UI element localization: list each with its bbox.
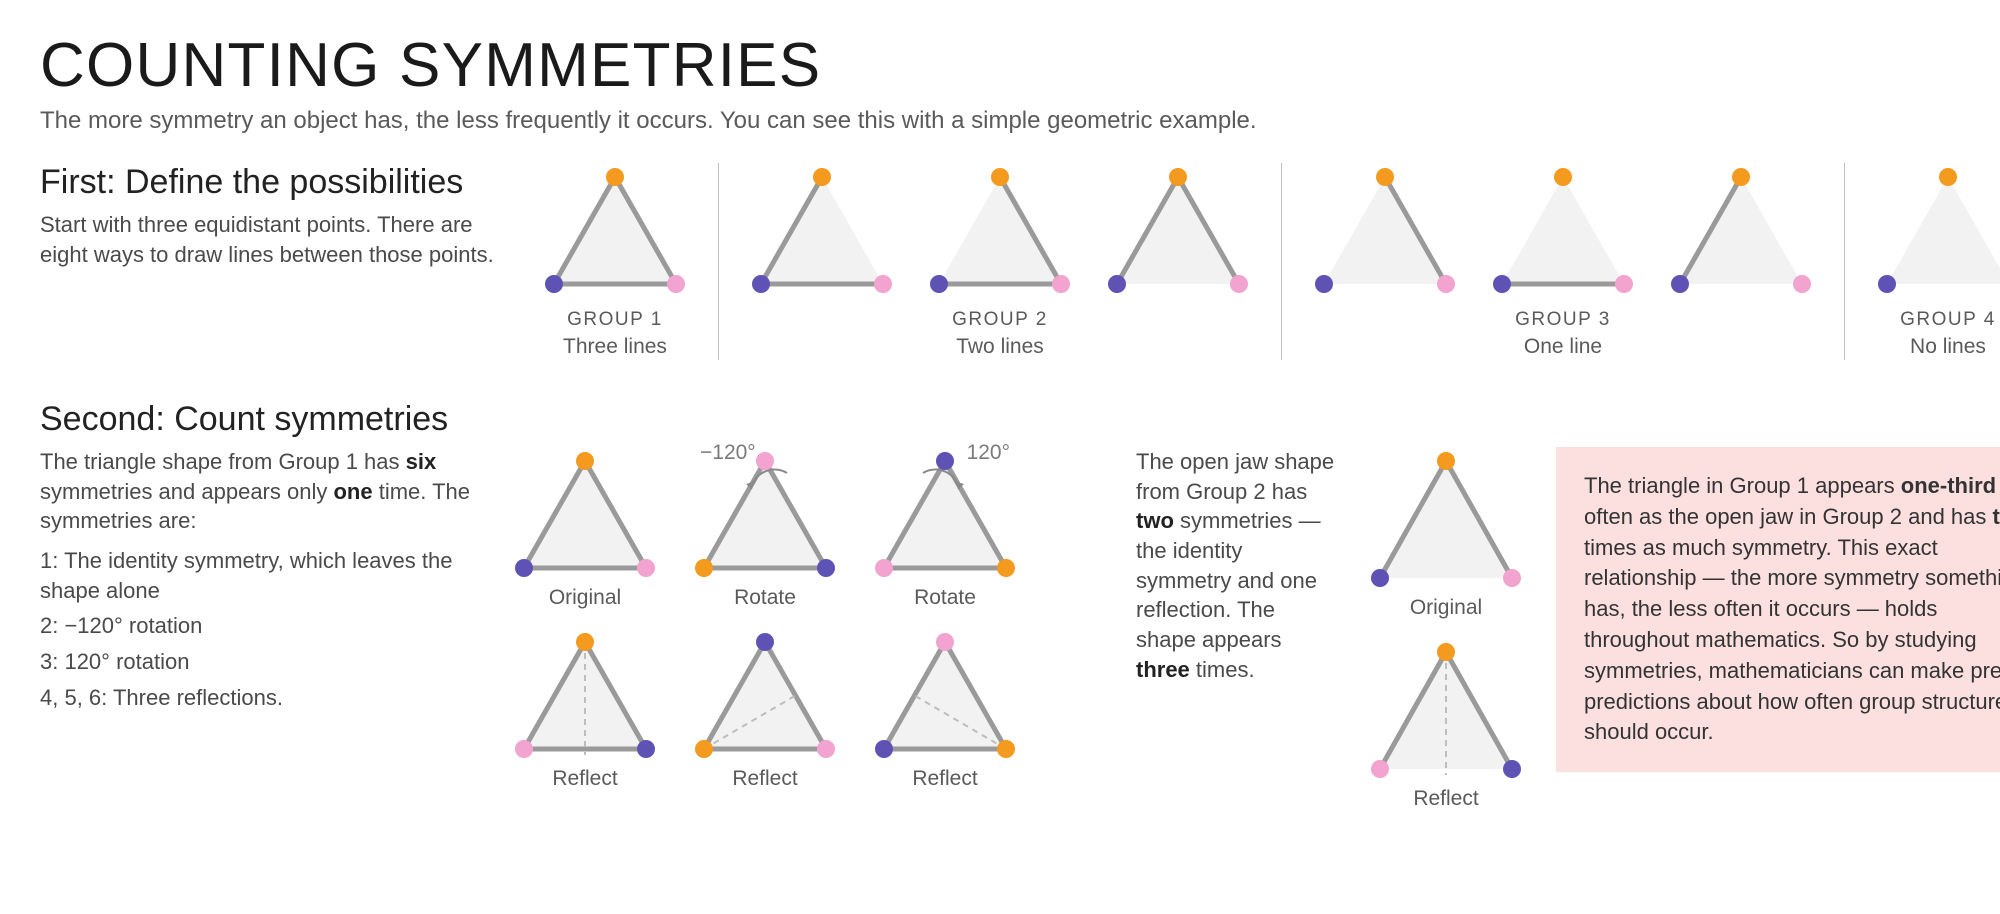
subtitle: The more symmetry an object has, the les… [40,107,1960,135]
group: GROUP 1Three lines [540,163,690,360]
triangle-diagram [1873,163,2000,298]
triangle-diagram [540,163,690,298]
section2-heading: Second: Count symmetries [40,400,1960,439]
divider [1844,163,1845,360]
triangle-diagram [870,628,1020,763]
triangle-diagram [690,447,840,582]
page-title: COUNTING SYMMETRIES [40,30,1960,101]
caption: Reflect [1366,787,1526,811]
triangle-diagram [1103,163,1253,298]
section1-text: Start with three equidistant points. The… [40,210,500,269]
triangle-diagram [1310,163,1460,298]
caption: Reflect [510,767,660,791]
triangle-diagram [510,628,660,763]
group: GROUP 4No lines [1873,163,2000,360]
group-label: GROUP 2Two lines [952,308,1048,360]
divider [1281,163,1282,360]
triangle-diagram [690,628,840,763]
triangle-diagram [747,163,897,298]
callout-box: The triangle in Group 1 appears one-thir… [1556,447,2000,772]
group: GROUP 3One line [1310,163,1816,360]
group-label: GROUP 3One line [1515,308,1611,360]
triangle-diagram [870,447,1020,582]
section-define: First: Define the possibilities Start wi… [40,163,1960,360]
triangle-diagram [1488,163,1638,298]
caption: Rotate [690,586,840,610]
section2-intro: The triangle shape from Group 1 has six … [40,447,480,536]
jaw-symmetries-col: Original Reflect [1366,447,1526,811]
groups-row: GROUP 1Three lines GROUP 2Two lines GROUP … [540,163,2000,360]
group-label: GROUP 1Three lines [563,308,667,360]
group: GROUP 2Two lines [747,163,1253,360]
symmetry-list: 1: The identity symmetry, which leaves t… [40,546,480,712]
symmetry-cell: 120°Rotate [870,447,1020,610]
symmetry-cell: Original [510,447,660,610]
symmetry-cell: −120°Rotate [690,447,840,610]
divider [718,163,719,360]
symmetry-cell: Reflect [690,628,840,791]
caption: Original [1366,596,1526,620]
group-label: GROUP 4No lines [1900,308,1996,360]
caption: Original [510,586,660,610]
symmetry-cell: Reflect [510,628,660,791]
symmetry-cell: Reflect [870,628,1020,791]
symmetry-cell: Reflect [1366,638,1526,811]
triangle-diagram [1366,638,1526,783]
triangle-diagram [510,447,660,582]
section1-heading: First: Define the possibilities [40,163,500,202]
six-symmetries-grid: Original −120°Rotate120°Rotate Reflect Refl… [510,447,1020,791]
triangle-diagram [925,163,1075,298]
section2-mid-text: The open jaw shape from Group 2 has two … [1136,447,1336,685]
caption: Reflect [690,767,840,791]
symmetry-cell: Original [1366,447,1526,620]
caption: Reflect [870,767,1020,791]
section-count: The triangle shape from Group 1 has six … [40,447,1960,811]
triangle-diagram [1666,163,1816,298]
caption: Rotate [870,586,1020,610]
triangle-diagram [1366,447,1526,592]
